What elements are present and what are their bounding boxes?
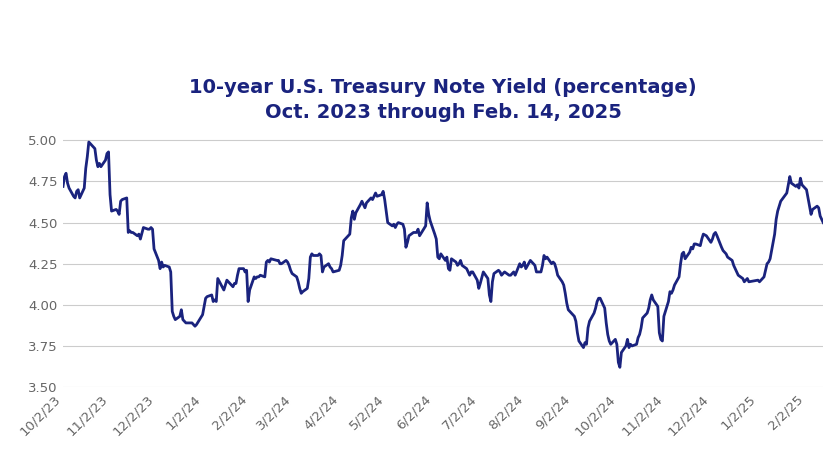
- Title: 10-year U.S. Treasury Note Yield (percentage)
Oct. 2023 through Feb. 14, 2025: 10-year U.S. Treasury Note Yield (percen…: [189, 78, 697, 122]
